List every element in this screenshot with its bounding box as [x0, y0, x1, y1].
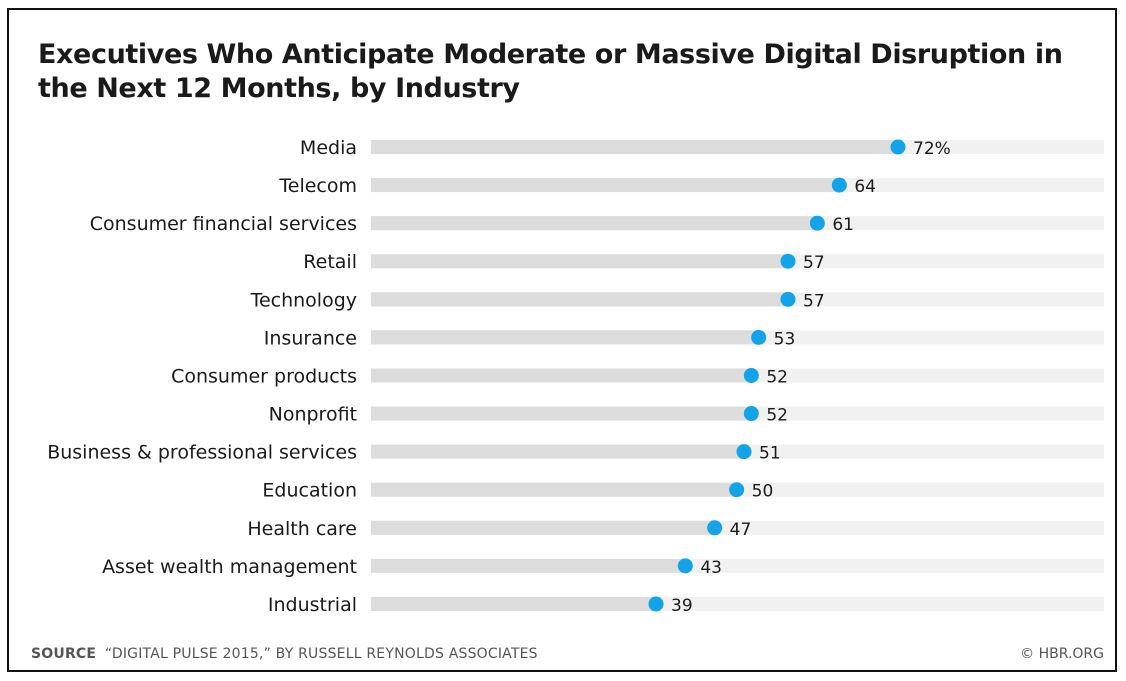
category-label: Health care — [247, 518, 357, 540]
data-row: Consumer products 52 — [171, 365, 1104, 387]
category-label: Consumer financial services — [90, 213, 357, 235]
bar-fill — [371, 596, 656, 611]
category-label: Retail — [303, 251, 357, 273]
category-label: Telecom — [278, 175, 357, 197]
data-row: Asset wealth management 43 — [102, 556, 1104, 578]
data-point — [743, 406, 759, 422]
value-label: 57 — [803, 253, 825, 273]
data-point — [831, 177, 847, 193]
value-label: 52 — [766, 406, 788, 426]
bar-fill — [371, 406, 752, 421]
category-label: Industrial — [268, 594, 357, 616]
value-label: 47 — [730, 520, 752, 540]
source-text: “DIGITAL PULSE 2015,” BY RUSSELL REYNOLD… — [104, 646, 538, 662]
bar-fill — [371, 254, 788, 269]
data-row: Telecom 64 — [278, 175, 1104, 197]
value-label: 57 — [803, 291, 825, 311]
data-row: Health care 47 — [247, 518, 1104, 540]
credit-label: © HBR.ORG — [1020, 646, 1104, 662]
bar-fill — [371, 558, 686, 573]
bar-fill — [371, 178, 840, 193]
data-row: Education 50 — [262, 480, 1104, 502]
data-row: Nonprofit 52 — [269, 404, 1104, 426]
data-point — [707, 520, 723, 536]
data-row: Media 72% — [300, 137, 1104, 159]
source-note: SOURCE “DIGITAL PULSE 2015,” BY RUSSELL … — [31, 646, 538, 662]
category-label: Business & professional services — [47, 442, 357, 464]
bar-fill — [371, 520, 715, 535]
data-point — [648, 596, 664, 612]
value-label: 43 — [700, 558, 722, 578]
bar-fill — [371, 330, 759, 345]
value-label: 51 — [759, 444, 781, 464]
category-label: Insurance — [264, 327, 357, 349]
category-label: Education — [262, 480, 357, 502]
value-label: 72% — [913, 139, 951, 159]
data-row: Business & professional services 51 — [47, 442, 1104, 464]
data-row: Industrial 39 — [268, 594, 1104, 616]
data-point — [890, 139, 906, 155]
data-point — [780, 291, 796, 307]
value-label: 52 — [766, 367, 788, 387]
bar-fill — [371, 482, 737, 497]
data-row: Insurance 53 — [264, 327, 1104, 349]
data-point — [780, 253, 796, 269]
data-point — [677, 558, 693, 574]
category-label: Technology — [250, 289, 357, 311]
value-label: 50 — [752, 482, 774, 502]
data-point — [809, 215, 825, 231]
category-label: Media — [300, 137, 357, 159]
value-label: 53 — [774, 329, 796, 349]
source-key: SOURCE — [31, 646, 97, 662]
value-label: 39 — [671, 596, 693, 616]
data-point — [751, 329, 767, 345]
data-point — [729, 482, 745, 498]
chart-title: Executives Who Anticipate Moderate or Ma… — [38, 39, 1063, 104]
data-row: Consumer financial services 61 — [90, 213, 1104, 235]
bar-fill — [371, 444, 744, 459]
category-label: Consumer products — [171, 365, 357, 387]
category-label: Asset wealth management — [102, 556, 357, 578]
data-point — [743, 367, 759, 383]
bar-fill — [371, 292, 788, 307]
value-label: 61 — [832, 215, 854, 235]
value-label: 64 — [854, 177, 876, 197]
data-row: Retail 57 — [303, 251, 1104, 273]
category-label: Nonprofit — [269, 404, 357, 426]
bar-fill — [371, 368, 752, 383]
bar-fill — [371, 140, 898, 154]
bar-fill — [371, 216, 818, 231]
data-point — [736, 444, 752, 460]
data-row: Technology 57 — [250, 289, 1104, 311]
